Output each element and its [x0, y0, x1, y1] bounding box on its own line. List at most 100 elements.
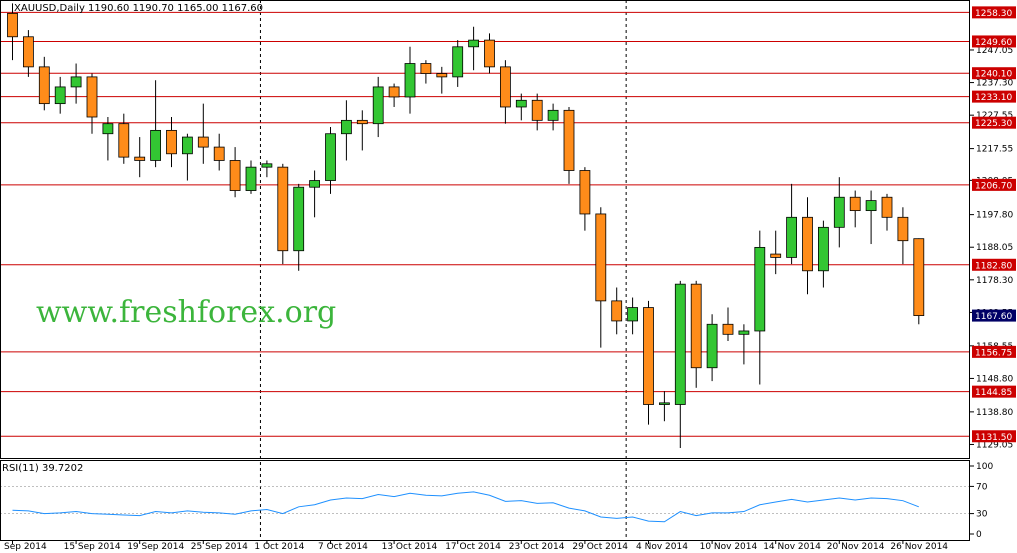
- candle-body: [245, 166, 257, 191]
- candle-body: [865, 200, 877, 212]
- candle-body: [595, 213, 607, 302]
- candle-body: [706, 323, 718, 369]
- date-tick-label: 26 Nov 2014: [890, 542, 948, 552]
- level-label-box: [972, 6, 1016, 19]
- level-label-box: [972, 430, 1016, 443]
- candle-body: [897, 216, 909, 242]
- candle-body: [134, 156, 146, 161]
- level-label: 1144.85: [975, 388, 1012, 398]
- candle-body: [579, 170, 591, 215]
- date-tick-label: 17 Oct 2014: [445, 542, 501, 552]
- rsi-title: RSI(11) 39.7202: [2, 463, 83, 474]
- price-tick-label: 1247.05: [976, 46, 1013, 56]
- date-tick-label: 14 Nov 2014: [763, 542, 821, 552]
- candle-body: [261, 163, 273, 168]
- price-axis: 1247.051237.301227.551217.551208.051197.…: [969, 6, 1016, 540]
- price-tick-label: 1138.80: [976, 408, 1013, 418]
- candle-body: [102, 123, 114, 135]
- level-label: 1131.50: [975, 433, 1012, 443]
- candle-body: [372, 86, 384, 125]
- candle-body: [531, 99, 543, 121]
- date-tick-label: 7 Oct 2014: [318, 542, 368, 552]
- date-tick-label: 25 Sep 2014: [191, 542, 248, 552]
- level-label-box: [972, 345, 1016, 358]
- date-tick-label: Sep 2014: [4, 542, 47, 552]
- candle-body: [627, 307, 638, 322]
- rsi-tick-label: 100: [976, 462, 993, 472]
- candle-body: [722, 323, 734, 335]
- candle-body: [643, 307, 654, 405]
- candle-body: [197, 136, 209, 148]
- candle-body: [849, 196, 861, 212]
- current-price-label: 1167.60: [975, 312, 1012, 322]
- date-tick-label: 19 Sep 2014: [127, 542, 184, 552]
- rsi-tick-label: 0: [976, 530, 982, 540]
- price-tick-label: 1129.05: [976, 440, 1013, 450]
- level-label-box: [972, 116, 1016, 129]
- candle-body: [150, 129, 162, 161]
- rsi-plot: [0, 486, 970, 523]
- date-tick-label: 23 Oct 2014: [509, 542, 565, 552]
- candle-body: [404, 63, 416, 98]
- rsi-line: [12, 491, 919, 523]
- candle-body: [754, 246, 766, 332]
- level-label-box: [972, 35, 1016, 48]
- level-label-box: [972, 67, 1016, 80]
- candle-body: [674, 283, 686, 405]
- current-price-box: [972, 309, 1016, 322]
- candle-body: [118, 123, 130, 158]
- date-tick-label: 1 Oct 2014: [254, 542, 304, 552]
- level-label-box: [972, 258, 1016, 271]
- candle-body: [515, 99, 527, 108]
- price-tick-label: 1237.30: [976, 79, 1013, 89]
- level-label: 1258.30: [975, 9, 1012, 19]
- candle-body: [70, 76, 82, 88]
- level-label: 1225.30: [975, 119, 1012, 129]
- price-tick-label: 1197.80: [976, 211, 1013, 221]
- price-tick-label: 1227.55: [976, 111, 1013, 121]
- price-tick-label: 1217.55: [976, 145, 1013, 155]
- candle-body: [388, 86, 400, 98]
- candle-body: [229, 160, 241, 191]
- candle-body: [356, 119, 368, 125]
- candle-body: [547, 109, 559, 121]
- date-tick-label: 29 Oct 2014: [572, 542, 628, 552]
- candle-body: [86, 76, 98, 118]
- candle-body: [499, 66, 511, 108]
- candle-body: [325, 133, 336, 181]
- symbol-header: XAUUSD,Daily 1190.60 1190.70 1165.00 116…: [14, 3, 263, 14]
- price-tick-label: 1148.80: [976, 374, 1013, 384]
- level-label: 1249.60: [975, 38, 1012, 48]
- candle-body: [38, 66, 50, 105]
- price-tick-label: 1188.05: [976, 243, 1013, 253]
- candle-body: [484, 39, 495, 68]
- candle-body: [659, 402, 670, 405]
- date-tick-label: 4 Nov 2014: [636, 542, 688, 552]
- candle-body: [420, 63, 432, 74]
- price-plot: [0, 0, 970, 540]
- level-label-box: [972, 178, 1016, 191]
- date-tick-label: 20 Nov 2014: [827, 542, 885, 552]
- watermark-text: www.freshforex.org: [36, 295, 336, 330]
- candle-body: [293, 186, 305, 252]
- price-tick-label: 1178.30: [976, 276, 1013, 286]
- candle-body: [611, 300, 623, 322]
- candle-body: [881, 196, 893, 218]
- rsi-tick-label: 70: [976, 482, 988, 492]
- candle-body: [277, 166, 289, 252]
- candle-body: [54, 86, 66, 105]
- candle-body: [340, 119, 352, 135]
- level-label: 1156.75: [975, 348, 1012, 358]
- candle-body: [802, 216, 813, 272]
- level-label-box: [972, 385, 1016, 398]
- level-label: 1233.10: [975, 93, 1012, 103]
- candle-body: [563, 109, 575, 171]
- level-label: 1182.80: [975, 261, 1012, 271]
- date-tick-label: 15 Sep 2014: [64, 542, 121, 552]
- candle-body: [690, 283, 702, 369]
- level-label: 1240.10: [975, 70, 1012, 80]
- level-label-box: [972, 90, 1016, 103]
- date-tick-label: 10 Nov 2014: [700, 542, 758, 552]
- level-label: 1206.70: [975, 181, 1012, 191]
